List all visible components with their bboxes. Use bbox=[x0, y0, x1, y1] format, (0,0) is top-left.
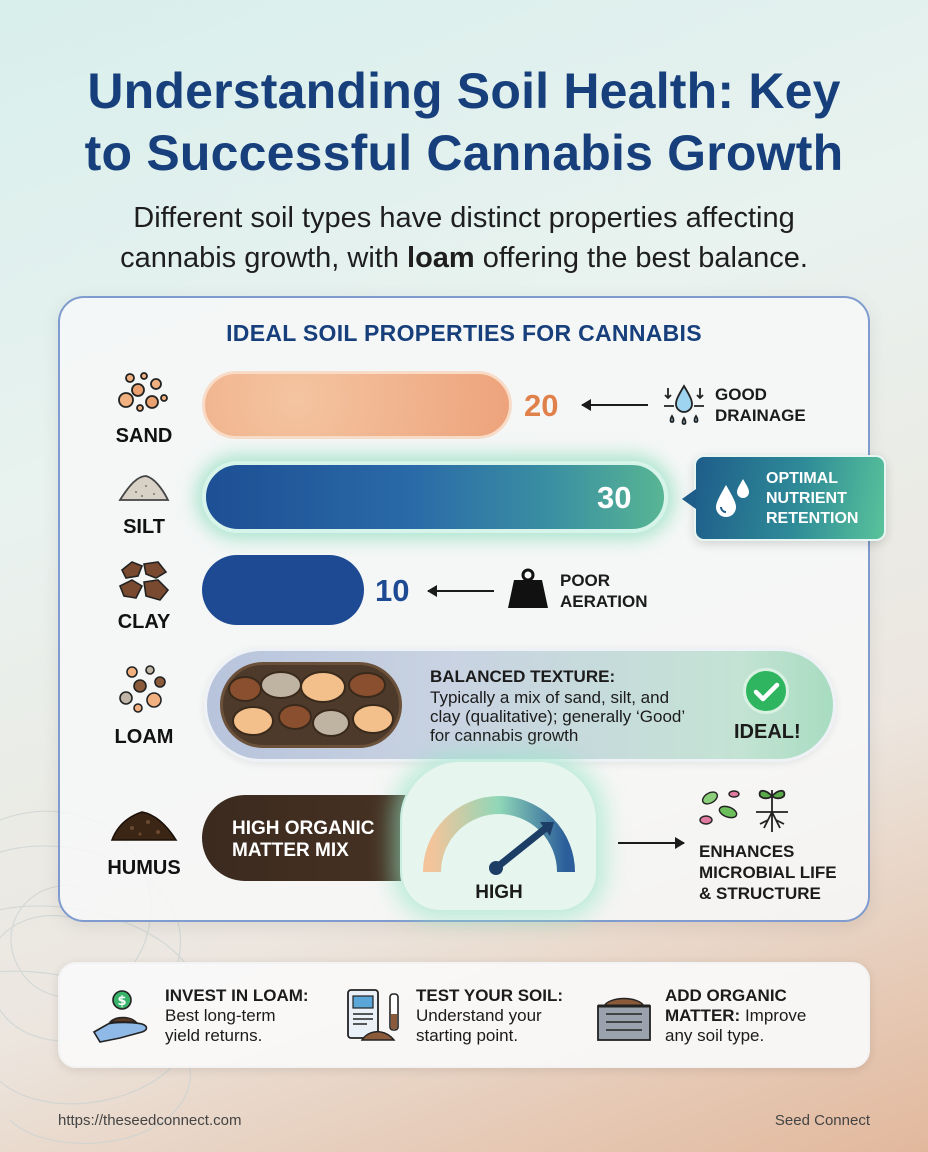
callout-line-3: RETENTION bbox=[766, 510, 859, 527]
tip-1-title: INVEST IN LOAM: bbox=[165, 986, 309, 1005]
clay-arrow bbox=[427, 585, 494, 597]
subtitle-loam-bold: loam bbox=[407, 242, 475, 274]
soil-test-icon bbox=[347, 989, 399, 1041]
sand-note-line-1: GOOD bbox=[715, 385, 767, 404]
gauge-meter-icon bbox=[423, 796, 575, 875]
tip-3-title: ADD ORGANIC bbox=[665, 986, 787, 1005]
loam-desc-line-2: clay (qualitative); generally ‘Good’ bbox=[430, 707, 686, 726]
loam-description: Typically a mix of sand, silt, and clay … bbox=[430, 688, 720, 745]
effect-line-1: ENHANCES bbox=[699, 842, 795, 861]
sand-grains-icon bbox=[118, 372, 168, 412]
title-line-1: Understanding Soil Health: Key bbox=[87, 63, 841, 119]
clay-note-line-1: POOR bbox=[560, 571, 611, 590]
callout-line-2: NUTRIENT bbox=[766, 490, 847, 507]
silt-pile-icon bbox=[118, 475, 170, 501]
clay-note: POOR AERATION bbox=[560, 570, 648, 612]
nutrient-retention-callout: OPTIMAL NUTRIENT RETENTION bbox=[682, 455, 886, 541]
tip-3-line-1: MATTER: Improve bbox=[665, 1006, 807, 1025]
sand-arrow bbox=[581, 399, 648, 411]
clay-value: 10 bbox=[375, 573, 410, 608]
clay-note-line-2: AERATION bbox=[560, 592, 648, 611]
tip-1-line-2: yield returns. bbox=[165, 1026, 263, 1045]
humus-arrow bbox=[618, 837, 685, 849]
loam-desc-line-3: for cannabis growth bbox=[430, 726, 579, 745]
humus-pile-icon bbox=[110, 811, 178, 841]
callout-text: OPTIMAL NUTRIENT RETENTION bbox=[766, 469, 886, 529]
title-line-2: to Successful Cannabis Growth bbox=[84, 125, 844, 181]
money-hand-icon: $ bbox=[92, 990, 148, 1043]
clay-clumps-icon bbox=[118, 561, 170, 601]
sand-note: GOOD DRAINAGE bbox=[715, 384, 806, 426]
humus-bar-text: HIGH ORGANIC MATTER MIX bbox=[232, 818, 375, 862]
soil-label-humus: HUMUS bbox=[107, 857, 181, 879]
sand-bar bbox=[202, 371, 512, 439]
weight-icon bbox=[508, 568, 548, 608]
tip-1-line-1: Best long-term bbox=[165, 1006, 276, 1025]
loam-stones-icon bbox=[228, 671, 394, 737]
footer-url[interactable]: https://theseedconnect.com bbox=[58, 1112, 242, 1129]
subtitle-line-1: Different soil types have distinct prope… bbox=[133, 202, 795, 234]
page-title: Understanding Soil Health: Key to Succes… bbox=[0, 60, 928, 184]
ideal-badge: IDEAL! bbox=[734, 721, 801, 743]
sand-note-line-2: DRAINAGE bbox=[715, 406, 806, 425]
water-drain-icon bbox=[664, 384, 704, 425]
sand-value: 20 bbox=[524, 388, 559, 423]
tips-panel bbox=[58, 962, 870, 1068]
loam-mix-icon bbox=[119, 665, 166, 713]
tip-invest-loam: INVEST IN LOAM: Best long-term yield ret… bbox=[165, 986, 309, 1046]
humus-effect-text: ENHANCES MICROBIAL LIFE & STRUCTURE bbox=[699, 841, 837, 904]
gauge-label: HIGH bbox=[475, 882, 523, 903]
compost-bin-icon bbox=[597, 997, 651, 1041]
silt-bar bbox=[202, 461, 668, 533]
tip-2-title: TEST YOUR SOIL: bbox=[416, 986, 564, 1005]
loam-texture-image bbox=[220, 662, 402, 748]
clay-bar bbox=[202, 555, 364, 625]
silt-value: 30 bbox=[597, 480, 632, 515]
soil-label-loam: LOAM bbox=[114, 726, 174, 748]
tip-test-soil: TEST YOUR SOIL: Understand your starting… bbox=[416, 986, 563, 1046]
soil-label-silt: SILT bbox=[123, 516, 165, 538]
svg-text:$: $ bbox=[117, 994, 126, 1009]
tip-2-line-1: Understand your bbox=[416, 1006, 542, 1025]
water-drops-icon bbox=[716, 479, 749, 517]
loam-heading: BALANCED TEXTURE: bbox=[430, 667, 616, 686]
loam-desc-line-1: Typically a mix of sand, silt, and bbox=[430, 688, 670, 707]
subtitle-line-2: cannabis growth, with loam offering the … bbox=[0, 238, 928, 278]
tip-add-organic: ADD ORGANIC MATTER: Improve any soil typ… bbox=[665, 986, 806, 1046]
effect-line-2: MICROBIAL LIFE bbox=[699, 863, 837, 882]
panel-title: IDEAL SOIL PROPERTIES FOR CANNABIS bbox=[226, 320, 702, 346]
footer-brand: Seed Connect bbox=[774, 1112, 870, 1129]
soil-label-sand: SAND bbox=[115, 425, 173, 447]
soil-label-clay: CLAY bbox=[117, 611, 171, 633]
tip-2-line-2: starting point. bbox=[416, 1026, 519, 1045]
subtitle-post: offering the best balance. bbox=[474, 242, 808, 274]
microbes-roots-icon bbox=[699, 789, 788, 832]
subtitle-pre: cannabis growth, with bbox=[120, 242, 408, 274]
effect-line-3: & STRUCTURE bbox=[699, 884, 821, 903]
page-subtitle: Different soil types have distinct prope… bbox=[0, 198, 928, 278]
humus-line-1: HIGH ORGANIC bbox=[232, 818, 375, 839]
humus-line-2: MATTER MIX bbox=[232, 840, 349, 861]
callout-line-1: OPTIMAL bbox=[766, 470, 838, 487]
check-icon bbox=[743, 668, 789, 714]
tip-3-line-2: any soil type. bbox=[665, 1026, 765, 1045]
